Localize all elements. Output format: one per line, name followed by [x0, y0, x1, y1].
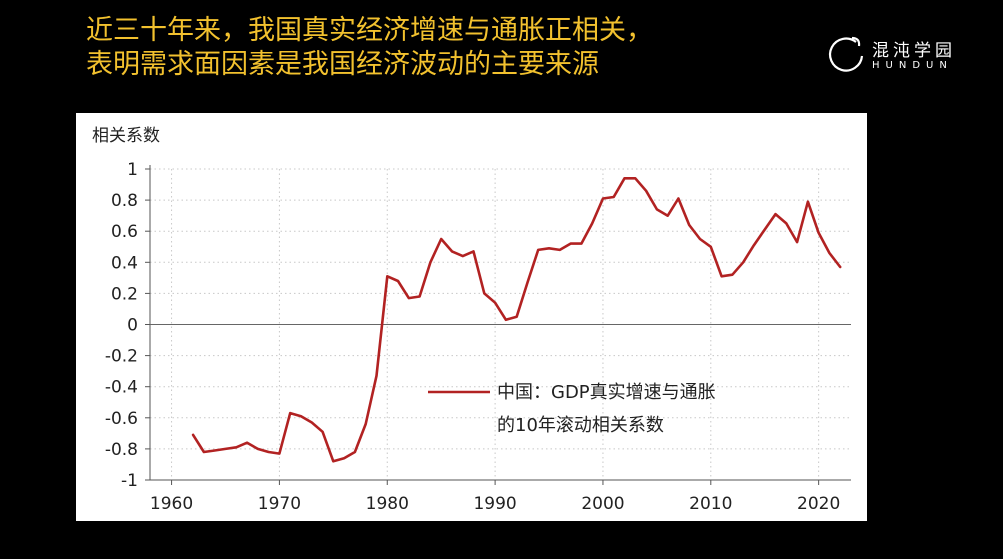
- title-line-1: 近三十年来，我国真实经济增速与通胀正相关，: [86, 15, 653, 46]
- y-tick-label: 1: [127, 160, 138, 180]
- chart-panel: 相关系数 1 0.8 0.6 0.4 0.2 0 -0.2 -0.4 -0.6 -0.8 -1 196…: [76, 113, 867, 521]
- x-tick-label: 1990: [473, 494, 516, 514]
- correlation-line-chart: 相关系数 1 0.8 0.6 0.4 0.2 0 -0.2 -0.4 -0.6 -0.8 -1 196…: [92, 126, 851, 514]
- series-layer: [191, 177, 842, 463]
- x-tick-label: 1980: [366, 494, 409, 514]
- legend: 中国：GDP真实增速与通胀 的10年滚动相关系数: [428, 382, 716, 436]
- hundun-logo-icon: [828, 36, 864, 72]
- y-tick-label: 0: [127, 316, 138, 336]
- x-tick-label: 2010: [689, 494, 732, 514]
- y-axis-label: 相关系数: [92, 126, 160, 146]
- x-tick-label: 1960: [150, 494, 193, 514]
- y-tick-label: -0.4: [105, 378, 138, 398]
- y-tick-label: -0.6: [105, 409, 138, 429]
- axes: 1 0.8 0.6 0.4 0.2 0 -0.2 -0.4 -0.6 -0.8 -1 1960 1970…: [105, 160, 851, 514]
- logo-english-text: HUNDUN: [872, 60, 953, 71]
- title-line-2: 表明需求面因素是我国经济波动的主要来源: [86, 49, 599, 80]
- y-tick-label: -0.8: [105, 440, 138, 460]
- y-tick-label: 0.2: [111, 284, 138, 304]
- y-tick-label: 0.6: [111, 222, 138, 242]
- legend-label-line-1: 中国：GDP真实增速与通胀: [497, 382, 716, 403]
- y-tick-label: 0.8: [111, 191, 138, 211]
- hundun-logo: 混沌学园 HUNDUN: [826, 34, 976, 74]
- x-tick-label: 2000: [581, 494, 624, 514]
- y-tick-label: 0.4: [111, 253, 138, 273]
- x-tick-label: 1970: [258, 494, 301, 514]
- y-tick-label: -1: [121, 471, 138, 491]
- slide-title: 近三十年来，我国真实经济增速与通胀正相关， 表明需求面因素是我国经济波动的主要来…: [86, 14, 653, 82]
- series-line: [191, 177, 842, 463]
- y-tick-label: -0.2: [105, 347, 138, 367]
- logo-chinese-text: 混沌学园: [872, 41, 956, 61]
- legend-label-line-2: 的10年滚动相关系数: [497, 415, 664, 436]
- x-tick-label: 2020: [797, 494, 840, 514]
